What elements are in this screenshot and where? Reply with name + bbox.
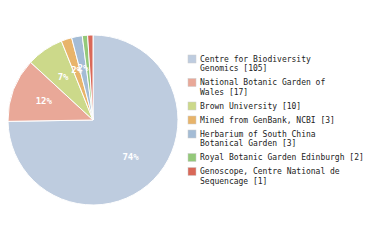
- legend-item: Genoscope, Centre National deSequencage …: [188, 167, 340, 186]
- legend-label: Genoscope, Centre National deSequencage …: [200, 167, 340, 186]
- legend-item: Centre for BiodiversityGenomics [105]: [188, 55, 311, 74]
- legend-swatch: [188, 102, 196, 110]
- legend-item: Brown University [10]: [188, 102, 301, 111]
- legend-label-line: Wales [17]: [200, 88, 248, 97]
- legend-label-line: Brown University [10]: [200, 102, 301, 111]
- data-label: 74%: [122, 152, 139, 162]
- legend-label: Royal Botanic Garden Edinburgh [2]: [200, 153, 364, 162]
- chart: 74%12%7%2%2%Centre for BiodiversityGenom…: [0, 0, 380, 240]
- pie-slice: [88, 35, 93, 120]
- legend-swatch: [188, 55, 196, 63]
- legend-label-line: Centre for Biodiversity: [200, 55, 311, 64]
- pie-slice: [72, 36, 93, 120]
- legend-swatch: [188, 79, 196, 87]
- legend-label-line: Botanical Garden [3]: [200, 139, 296, 148]
- legend-swatch: [188, 116, 196, 124]
- legend-label-line: Genoscope, Centre National de: [200, 167, 340, 176]
- pie: [8, 35, 178, 205]
- legend-label-line: Herbarium of South China: [200, 130, 316, 139]
- data-label: 7%: [58, 72, 69, 82]
- pie-slice: [8, 35, 178, 205]
- legend-item: Royal Botanic Garden Edinburgh [2]: [188, 153, 364, 162]
- legend: Centre for BiodiversityGenomics [105] Nat…: [188, 55, 364, 186]
- legend-swatch: [188, 168, 196, 176]
- legend-label: Brown University [10]: [200, 102, 301, 111]
- legend-item: Mined from GenBank, NCBI [3]: [188, 116, 335, 125]
- legend-label-line: Mined from GenBank, NCBI [3]: [200, 116, 335, 125]
- legend-label-line: National Botanic Garden of: [200, 78, 325, 87]
- legend-label-line: Sequencage [1]: [200, 177, 267, 186]
- data-label: 12%: [36, 96, 53, 106]
- legend-label: National Botanic Garden ofWales [17]: [200, 78, 325, 97]
- legend-item: National Botanic Garden ofWales [17]: [188, 78, 325, 97]
- legend-label: Herbarium of South ChinaBotanical Garden…: [200, 130, 316, 149]
- legend-label: Centre for BiodiversityGenomics [105]: [200, 55, 311, 74]
- legend-swatch: [188, 154, 196, 162]
- legend-label: Mined from GenBank, NCBI [3]: [200, 116, 335, 125]
- pie-slice: [82, 35, 93, 120]
- legend-item: Herbarium of South ChinaBotanical Garden…: [188, 130, 316, 149]
- legend-label-line: Genomics [105]: [200, 64, 267, 73]
- legend-swatch: [188, 130, 196, 138]
- data-label: 2%: [78, 63, 89, 73]
- legend-label-line: Royal Botanic Garden Edinburgh [2]: [200, 153, 364, 162]
